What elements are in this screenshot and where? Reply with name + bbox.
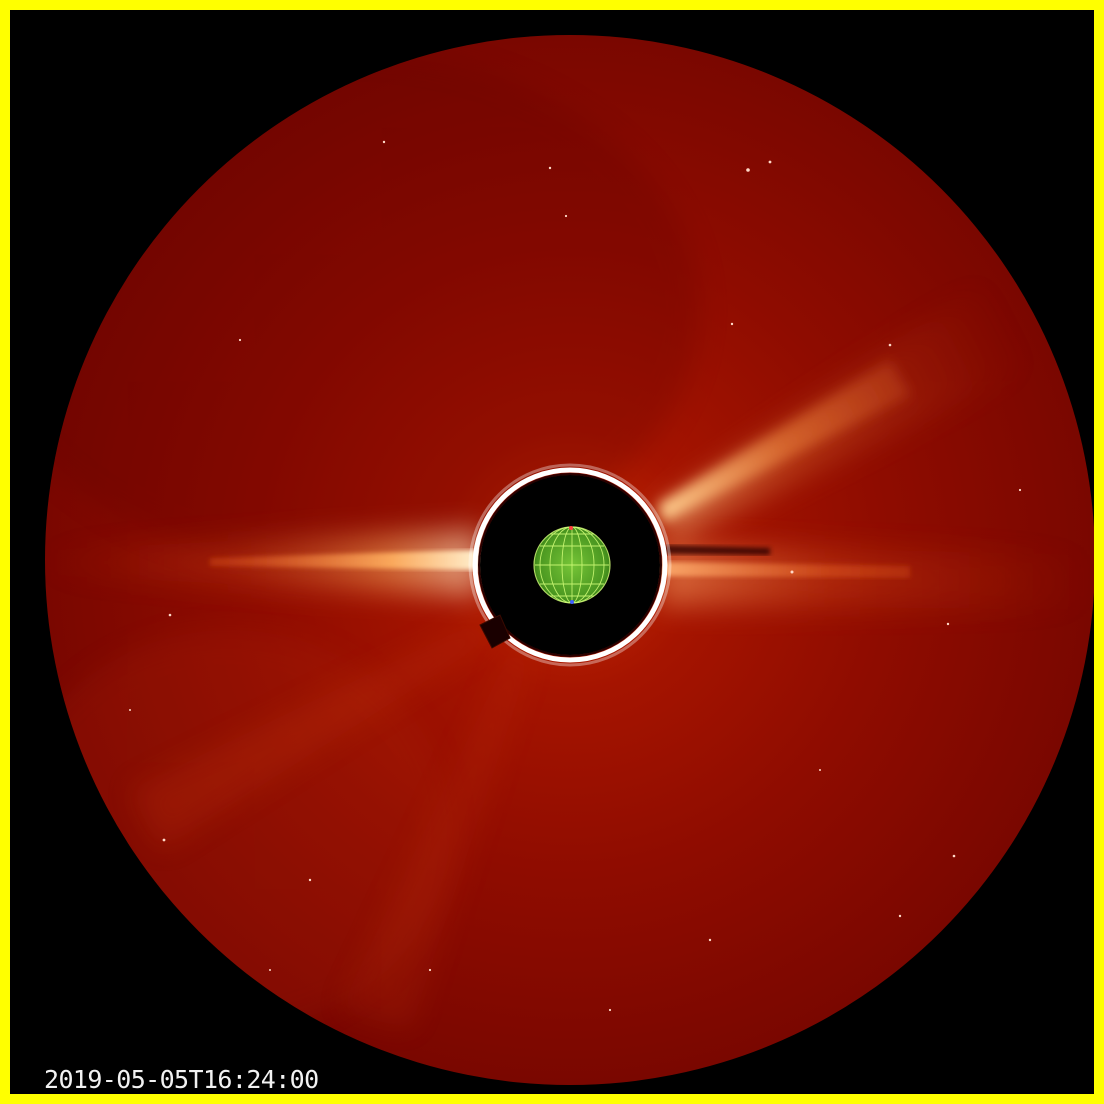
west-streamer — [210, 550, 480, 570]
ne-streamer — [658, 360, 910, 522]
east-streamer — [660, 562, 910, 578]
sun-disk-overlay — [533, 526, 611, 604]
occulter-rim-outer — [468, 463, 672, 667]
coronagraph-view — [45, 35, 1094, 1085]
background-stars — [129, 140, 1022, 1051]
image-timestamp: 2019-05-05T16:24:00 — [44, 1065, 319, 1094]
solar-south-marker — [570, 600, 574, 604]
occulter-rim — [472, 467, 668, 663]
occulter-pylon — [479, 614, 511, 649]
solar-north-marker — [569, 526, 573, 530]
